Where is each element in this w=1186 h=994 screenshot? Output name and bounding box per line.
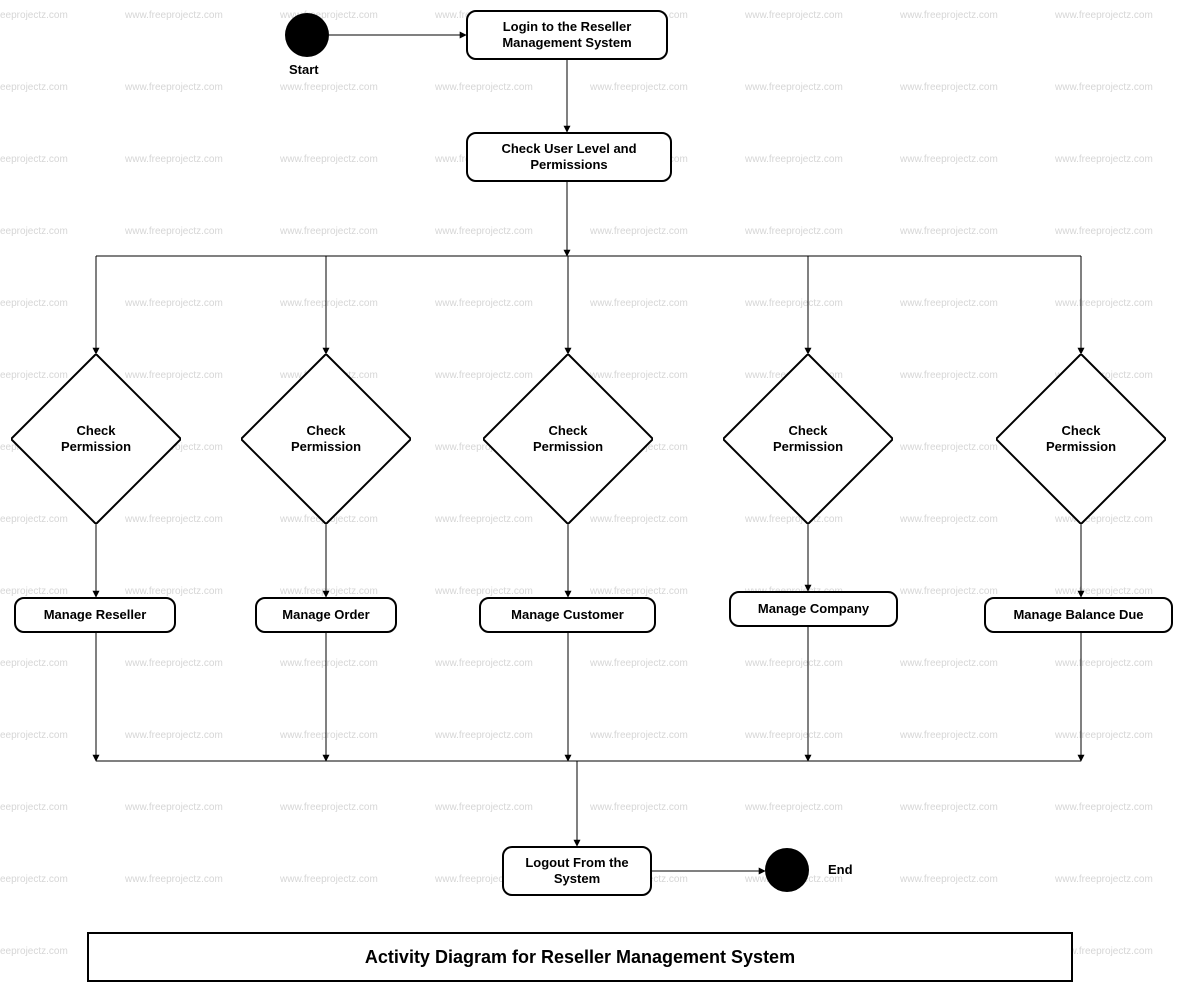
- decision-5-label: Check Permission: [1026, 423, 1136, 456]
- check-user-node: Check User Level and Permissions: [466, 132, 672, 182]
- start-node: [285, 13, 329, 57]
- decision-1: Check Permission: [11, 354, 181, 524]
- manage-order-label: Manage Order: [282, 607, 369, 623]
- login-label: Login to the Reseller Management System: [474, 19, 660, 52]
- decision-1-label: Check Permission: [41, 423, 151, 456]
- decision-3-label: Check Permission: [513, 423, 623, 456]
- manage-balance-node: Manage Balance Due: [984, 597, 1173, 633]
- decision-2-label: Check Permission: [271, 423, 381, 456]
- logout-node: Logout From the System: [502, 846, 652, 896]
- manage-customer-node: Manage Customer: [479, 597, 656, 633]
- manage-balance-label: Manage Balance Due: [1013, 607, 1143, 623]
- login-node: Login to the Reseller Management System: [466, 10, 668, 60]
- manage-reseller-node: Manage Reseller: [14, 597, 176, 633]
- check-user-label: Check User Level and Permissions: [474, 141, 664, 174]
- decision-5: Check Permission: [996, 354, 1166, 524]
- manage-company-label: Manage Company: [758, 601, 869, 617]
- diagram-title-box: Activity Diagram for Reseller Management…: [87, 932, 1073, 982]
- decision-2: Check Permission: [241, 354, 411, 524]
- manage-order-node: Manage Order: [255, 597, 397, 633]
- decision-4-label: Check Permission: [753, 423, 863, 456]
- start-label: Start: [289, 62, 319, 77]
- manage-reseller-label: Manage Reseller: [44, 607, 147, 623]
- manage-customer-label: Manage Customer: [511, 607, 624, 623]
- diagram-title: Activity Diagram for Reseller Management…: [365, 947, 795, 968]
- decision-3: Check Permission: [483, 354, 653, 524]
- end-node: [765, 848, 809, 892]
- manage-company-node: Manage Company: [729, 591, 898, 627]
- decision-4: Check Permission: [723, 354, 893, 524]
- end-label: End: [828, 862, 853, 877]
- logout-label: Logout From the System: [510, 855, 644, 888]
